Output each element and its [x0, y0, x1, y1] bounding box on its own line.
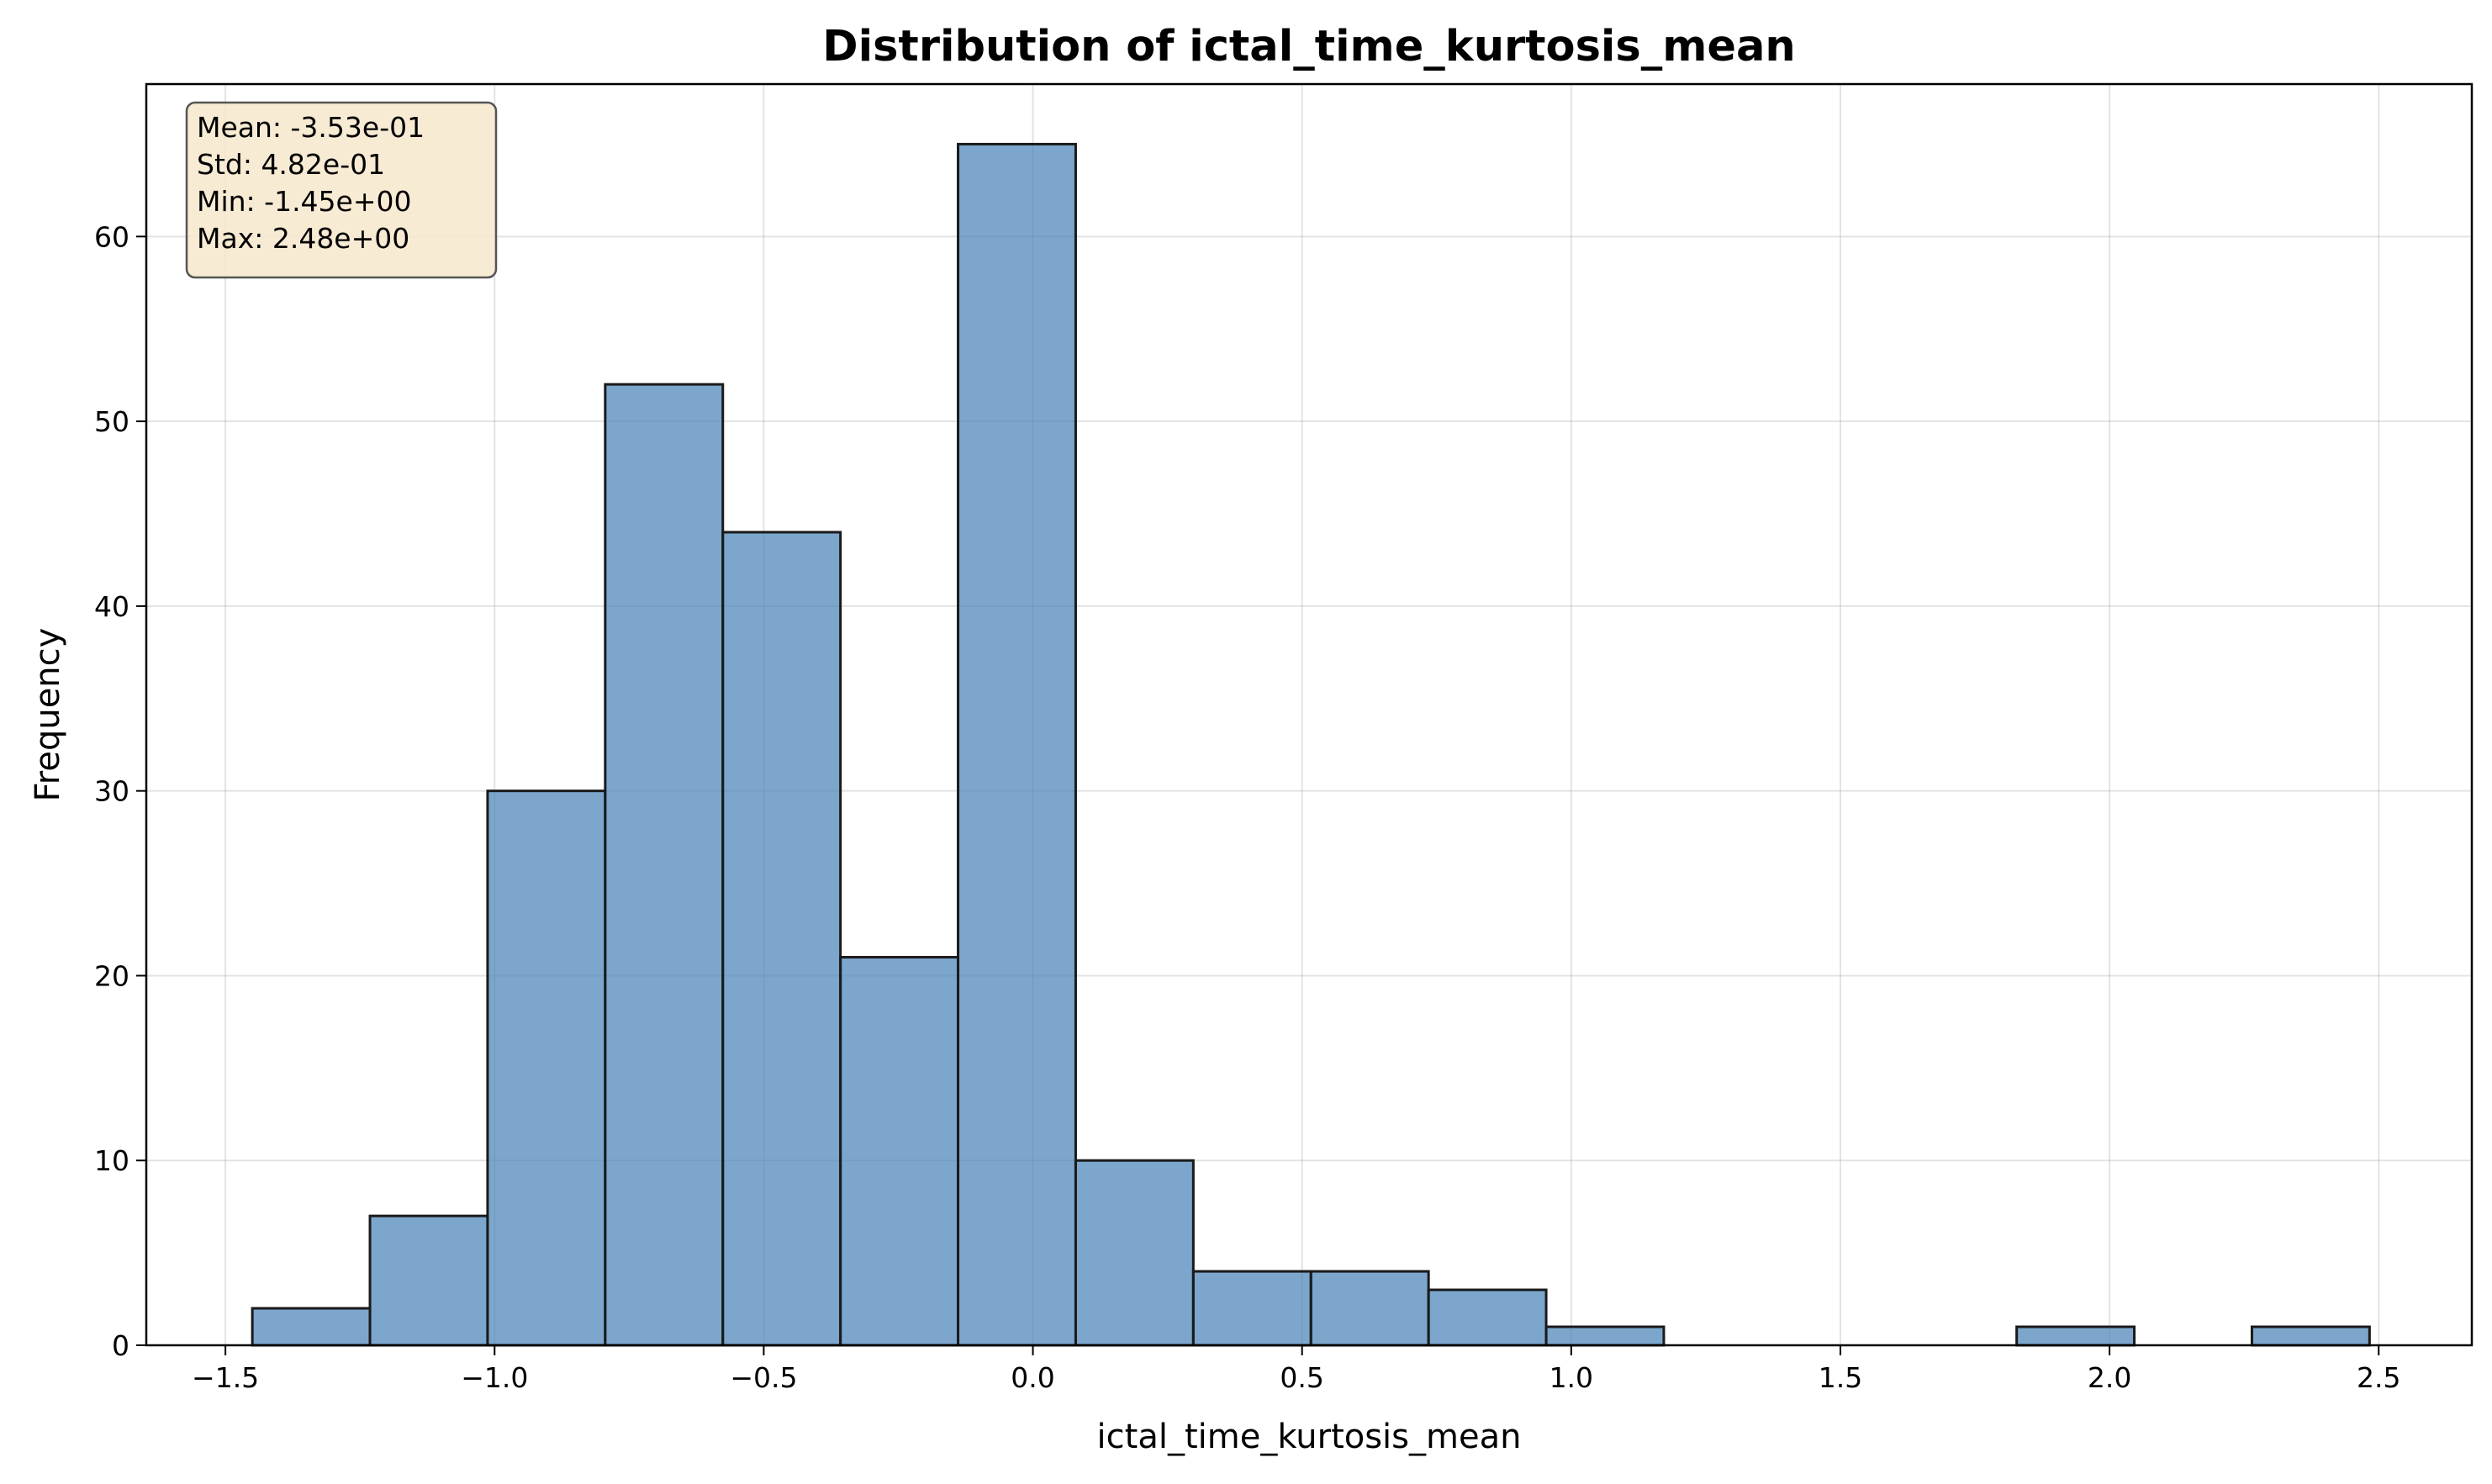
chart-title: Distribution of ictal_time_kurtosis_mean — [822, 22, 1795, 71]
histogram-bar-1 — [368, 1214, 489, 1347]
y-tick-label-4: 40 — [94, 590, 129, 623]
histogram-bar-9 — [1309, 1270, 1430, 1347]
histogram-bar-8 — [1191, 1270, 1312, 1347]
x-tick-label-4: 0.5 — [1280, 1361, 1323, 1394]
histogram-bar-5 — [839, 955, 960, 1347]
stats-box: Mean: -3.53e-01 Std: 4.82e-01 Min: -1.45… — [185, 101, 498, 279]
y-tick-label-1: 10 — [94, 1144, 129, 1177]
x-tick-label-6: 1.5 — [1819, 1361, 1862, 1394]
histogram-bar-17 — [2250, 1325, 2371, 1347]
y-axis-label: Frequency — [29, 628, 67, 802]
plot-area-frame — [145, 82, 2474, 1347]
y-axis-ticks: 0 10 20 30 40 50 60 — [94, 220, 146, 1362]
x-tick-label-8: 2.5 — [2357, 1361, 2400, 1394]
histogram-bars — [251, 142, 2371, 1347]
histogram-bar-4 — [721, 531, 842, 1347]
x-tick-label-7: 2.0 — [2088, 1361, 2131, 1394]
x-tick-label-5: 1.0 — [1550, 1361, 1593, 1394]
histogram-bar-11 — [1544, 1325, 1666, 1347]
histogram-bar-2 — [486, 790, 607, 1347]
histogram-bar-10 — [1427, 1288, 1548, 1347]
histogram-bar-0 — [251, 1307, 372, 1347]
stat-mean: Mean: -3.53e-01 — [197, 111, 425, 144]
y-tick-label-2: 20 — [94, 959, 129, 992]
histogram-bar-7 — [1074, 1159, 1195, 1347]
x-axis-ticks: −1.5 −1.0 −0.5 0.0 0.5 1.0 1.5 2.0 2.5 — [192, 1345, 2400, 1394]
stat-min: Min: -1.45e+00 — [197, 185, 412, 218]
x-tick-label-0: −1.5 — [192, 1361, 259, 1394]
y-tick-label-3: 30 — [94, 775, 129, 808]
x-tick-label-1: −1.0 — [461, 1361, 528, 1394]
histogram-bar-3 — [604, 383, 725, 1347]
stat-max: Max: 2.48e+00 — [197, 222, 409, 255]
y-tick-label-5: 50 — [94, 405, 129, 438]
x-tick-label-3: 0.0 — [1011, 1361, 1054, 1394]
x-axis-label: ictal_time_kurtosis_mean — [1097, 1418, 1522, 1456]
y-tick-label-0: 0 — [112, 1329, 129, 1362]
histogram-bar-6 — [957, 142, 1077, 1347]
histogram-bar-15 — [2015, 1325, 2136, 1347]
stat-std: Std: 4.82e-01 — [197, 148, 385, 181]
x-tick-label-2: −0.5 — [730, 1361, 797, 1394]
y-tick-label-6: 60 — [94, 220, 129, 253]
stats-box-background — [185, 101, 498, 279]
